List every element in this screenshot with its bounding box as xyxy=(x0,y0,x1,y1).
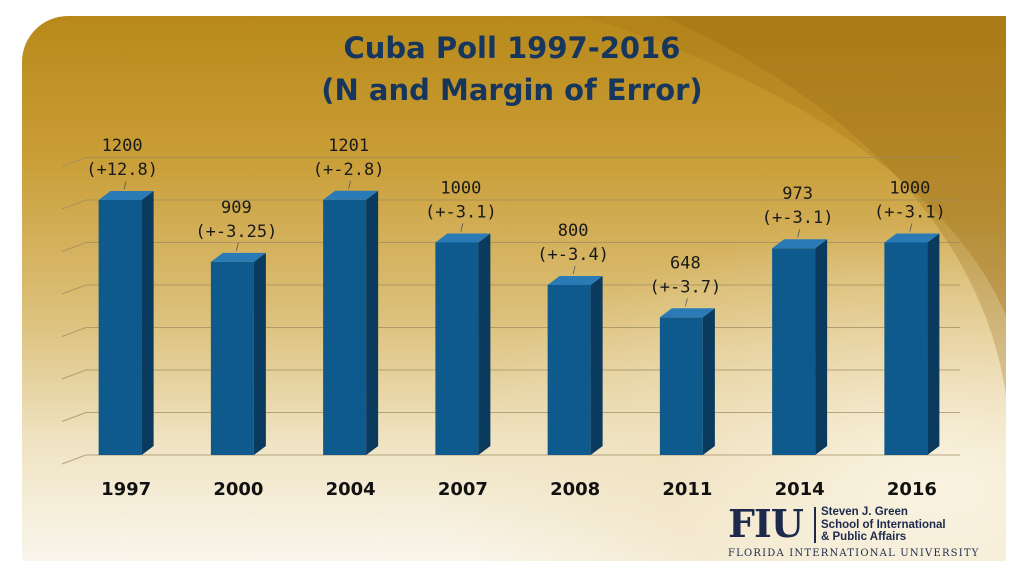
label-leader xyxy=(684,298,688,307)
data-label-value: 1000 xyxy=(889,179,930,199)
data-label-margin: (+-3.1) xyxy=(874,203,946,223)
data-label-value: 1000 xyxy=(440,179,481,199)
x-tick-label: 2008 xyxy=(550,479,600,500)
bar-top xyxy=(98,191,154,200)
bar-front xyxy=(323,199,367,455)
bar-top xyxy=(659,308,715,318)
bar-side xyxy=(815,239,828,455)
bar-side xyxy=(478,233,491,455)
bar-top xyxy=(884,233,940,243)
data-labels: 1200 (+12.8) 909 (+-3.25) 1201 (+-2.8) 1000 (+-… xyxy=(86,136,946,307)
bar-front xyxy=(210,261,254,455)
label-leader xyxy=(348,180,352,189)
data-label-value: 1201 xyxy=(328,136,369,156)
bar-side xyxy=(253,252,266,455)
data-label-value: 909 xyxy=(221,198,252,218)
bars xyxy=(98,190,940,455)
x-axis-labels: 1997 2000 2004 2007 2008 2011 2014 2016 xyxy=(101,479,937,500)
bar-front xyxy=(547,285,591,455)
bar-front xyxy=(659,317,703,455)
x-tick-label: 2000 xyxy=(213,479,263,500)
bar-2016 xyxy=(884,233,940,455)
background-swoosh xyxy=(582,16,1006,396)
logo-university-name: FLORIDA INTERNATIONAL UNIVERSITY xyxy=(728,548,980,559)
bar-front xyxy=(884,242,928,455)
label-leader xyxy=(123,180,127,190)
logo-wordmark: FIU xyxy=(728,501,804,546)
bar-top xyxy=(547,276,603,285)
data-label-margin: (+-3.7) xyxy=(650,277,722,297)
x-tick-label: 2016 xyxy=(887,479,937,500)
data-label-margin: (+12.8) xyxy=(86,160,158,180)
bar-top xyxy=(435,233,491,243)
label-leader xyxy=(460,223,464,232)
bar-front xyxy=(435,242,479,455)
data-label-value: 800 xyxy=(558,221,589,241)
bar-2014 xyxy=(772,239,828,455)
bar-front xyxy=(772,248,816,455)
data-label-margin: (+-3.1) xyxy=(762,208,834,228)
bar-front xyxy=(98,200,142,455)
bar-side xyxy=(702,308,715,455)
label-leader xyxy=(572,265,576,275)
gridline xyxy=(61,199,960,210)
bar-top xyxy=(323,190,379,200)
data-label-margin: (+-2.8) xyxy=(313,160,385,180)
background-panel xyxy=(22,16,1006,561)
logo-school-line1: Steven J. Green xyxy=(821,506,908,518)
data-label-value: 973 xyxy=(782,184,813,204)
bar-1997 xyxy=(98,191,154,455)
x-tick-label: 2007 xyxy=(438,479,488,500)
bar-side xyxy=(590,276,603,455)
bar-side xyxy=(366,190,379,455)
logo-school-name: Steven J. Green School of International … xyxy=(821,506,971,544)
data-label-value: 1200 xyxy=(102,136,143,156)
logo-divider xyxy=(814,507,816,543)
bar-side xyxy=(141,191,154,455)
x-tick-label: 2011 xyxy=(662,479,712,500)
label-leader xyxy=(909,223,913,232)
bar-2008 xyxy=(547,276,603,455)
bar-top xyxy=(772,239,828,249)
bar-2007 xyxy=(435,233,491,455)
data-label-margin: (+-3.4) xyxy=(537,245,609,265)
data-label-value: 648 xyxy=(670,253,701,273)
gridline xyxy=(61,454,960,465)
chart-title-line1: Cuba Poll 1997-2016 xyxy=(343,31,681,65)
data-label-margin: (+-3.1) xyxy=(425,203,497,223)
x-tick-label: 2014 xyxy=(775,479,825,500)
gridline xyxy=(61,157,960,167)
x-tick-label: 2004 xyxy=(326,479,376,500)
bar-top xyxy=(210,252,266,262)
bar-2011 xyxy=(659,308,715,455)
bar-2000 xyxy=(210,252,266,455)
fiu-logo: FIU Steven J. Green School of Internatio… xyxy=(728,501,980,562)
label-leader xyxy=(235,242,239,251)
bar-side xyxy=(927,233,940,455)
chart-title-line2: (N and Margin of Error) xyxy=(321,73,703,107)
x-tick-label: 1997 xyxy=(101,479,151,500)
logo-school-line3: & Public Affairs xyxy=(821,531,907,543)
data-label-margin: (+-3.25) xyxy=(195,222,277,242)
bar-2004 xyxy=(323,190,379,455)
label-leader xyxy=(797,229,801,238)
logo-school-line2: School of International xyxy=(821,518,946,531)
